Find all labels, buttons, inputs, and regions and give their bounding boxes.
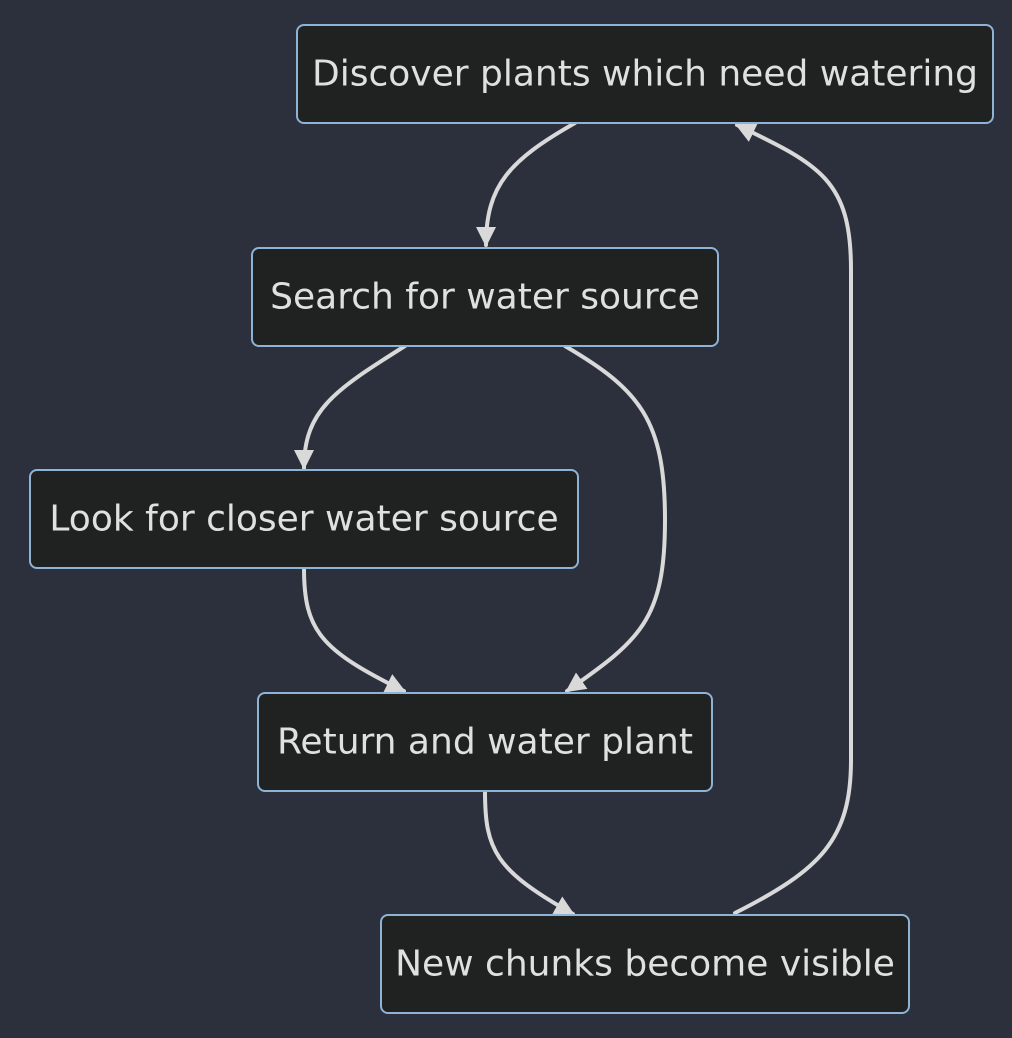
edge-new-chunks-to-discover bbox=[733, 123, 853, 915]
node-label: Return and water plant bbox=[277, 722, 693, 763]
edge-search-to-look-closer bbox=[294, 344, 407, 470]
edge-return-to-new-chunks bbox=[483, 789, 575, 916]
node-box bbox=[296, 24, 994, 124]
edge-line bbox=[302, 566, 406, 693]
node-box bbox=[29, 469, 579, 569]
node-label: Discover plants which need watering bbox=[312, 54, 978, 95]
node-look-closer: Look for closer water source bbox=[29, 469, 579, 569]
node-search: Search for water source bbox=[251, 247, 719, 347]
node-label: New chunks become visible bbox=[395, 944, 895, 985]
edge-discover-to-search bbox=[476, 121, 577, 247]
node-new-chunks: New chunks become visible bbox=[380, 914, 910, 1014]
edge-line bbox=[483, 789, 575, 916]
edge-line bbox=[294, 344, 407, 470]
edge-look-closer-to-return bbox=[302, 566, 406, 693]
node-return-water: Return and water plant bbox=[257, 692, 713, 792]
node-box bbox=[257, 692, 713, 792]
edge-line bbox=[563, 344, 668, 693]
edge-line bbox=[476, 121, 577, 247]
edge-search-to-return bbox=[563, 344, 668, 693]
node-box bbox=[380, 914, 910, 1014]
node-box bbox=[251, 247, 719, 347]
node-label: Look for closer water source bbox=[49, 499, 558, 540]
node-label: Search for water source bbox=[270, 277, 700, 318]
node-discover: Discover plants which need watering bbox=[296, 24, 994, 124]
edge-line bbox=[733, 123, 853, 915]
